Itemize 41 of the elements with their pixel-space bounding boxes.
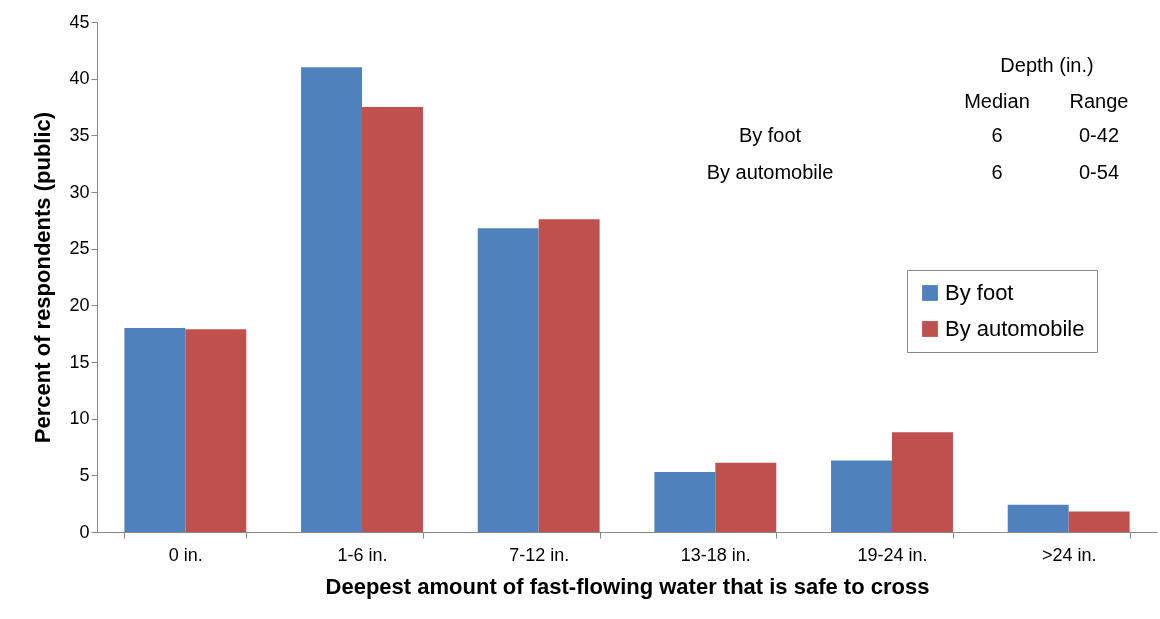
x-tick-label: >24 in. [1041,544,1097,565]
bar [362,107,423,532]
y-tick-label: 25 [69,238,90,259]
annotation: Range [1069,90,1129,112]
y-tick-label: 45 [69,11,90,32]
annotation: 0-54 [1078,161,1120,183]
bar [1007,504,1069,532]
y-tick-label: 30 [69,181,90,202]
annotation: 6 [991,161,1003,183]
bar [715,462,777,532]
x-tick-label: 0 in. [168,544,203,565]
bar [1068,511,1130,532]
bar [301,67,362,532]
bar [124,328,186,532]
annotation: Median [964,90,1030,112]
y-tick-label: 0 [79,521,90,542]
y-axis-title: Percent of respondents (public) [30,111,56,444]
x-tick-label: 19-24 in. [857,544,928,565]
annotation: 6 [991,124,1003,146]
bar [185,329,247,532]
x-tick-label: 13-18 in. [680,544,751,565]
x-axis-title: Deepest amount of fast-flowing water that is safe to cross [325,573,930,599]
y-tick-label: 15 [69,351,90,372]
bar [831,460,892,532]
annotation: 0-42 [1078,124,1120,146]
legend-label: By automobile [945,316,1085,341]
annotation: By foot [738,124,802,146]
y-tick-label: 10 [69,408,90,429]
x-tick-label: 1-6 in. [337,544,388,565]
bar [654,471,716,532]
y-tick-label: 20 [69,294,90,315]
bar [892,432,953,532]
x-tick-label: 7-12 in. [509,544,570,565]
bar [538,219,600,532]
y-tick-label: 5 [79,464,90,485]
annotation: By automobile [706,161,834,183]
legend-label: By foot [945,280,1014,305]
y-tick-label: 35 [69,124,90,145]
annotation: Depth (in.) [1000,54,1094,76]
y-tick-label: 40 [69,68,90,89]
bar [477,228,539,532]
